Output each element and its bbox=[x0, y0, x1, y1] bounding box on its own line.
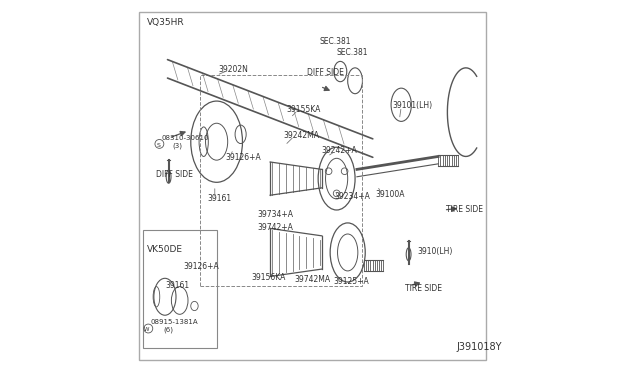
Text: 39742MA: 39742MA bbox=[294, 275, 330, 284]
Text: S: S bbox=[156, 143, 160, 148]
Text: TIRE SIDE: TIRE SIDE bbox=[405, 284, 442, 293]
Text: 39156KA: 39156KA bbox=[252, 273, 286, 282]
Text: DIFF SIDE: DIFF SIDE bbox=[307, 68, 344, 77]
Text: W: W bbox=[144, 327, 150, 333]
Text: 39155KA: 39155KA bbox=[287, 105, 321, 114]
Text: SEC.381: SEC.381 bbox=[337, 48, 368, 57]
Text: 39242MA: 39242MA bbox=[283, 131, 319, 140]
Text: DIFF SIDE: DIFF SIDE bbox=[156, 170, 193, 179]
Text: VK50DE: VK50DE bbox=[147, 246, 182, 254]
Text: (3): (3) bbox=[172, 142, 182, 149]
Text: 39161: 39161 bbox=[207, 194, 232, 203]
Text: VQ35HR: VQ35HR bbox=[147, 18, 184, 28]
Text: 39742+A: 39742+A bbox=[257, 223, 293, 232]
Text: 39234+A: 39234+A bbox=[334, 192, 370, 201]
Text: 08310-30610: 08310-30610 bbox=[161, 135, 209, 141]
Text: 39126+A: 39126+A bbox=[226, 153, 262, 162]
Text: 39161: 39161 bbox=[165, 280, 189, 289]
Text: 39242+A: 39242+A bbox=[322, 146, 358, 155]
Text: J391018Y: J391018Y bbox=[456, 342, 502, 352]
Text: 3910(LH): 3910(LH) bbox=[418, 247, 453, 256]
Text: (6): (6) bbox=[163, 327, 173, 333]
Text: TIRE SIDE: TIRE SIDE bbox=[445, 205, 483, 214]
Text: 08915-1381A: 08915-1381A bbox=[150, 320, 198, 326]
Text: 39101(LH): 39101(LH) bbox=[392, 102, 432, 110]
Text: 39100A: 39100A bbox=[376, 190, 405, 199]
Text: SEC.381: SEC.381 bbox=[320, 37, 351, 46]
Text: 39126+A: 39126+A bbox=[184, 262, 219, 271]
Text: 39125+A: 39125+A bbox=[333, 277, 369, 286]
Text: 39734+A: 39734+A bbox=[257, 211, 293, 219]
Text: 39202N: 39202N bbox=[218, 64, 248, 74]
